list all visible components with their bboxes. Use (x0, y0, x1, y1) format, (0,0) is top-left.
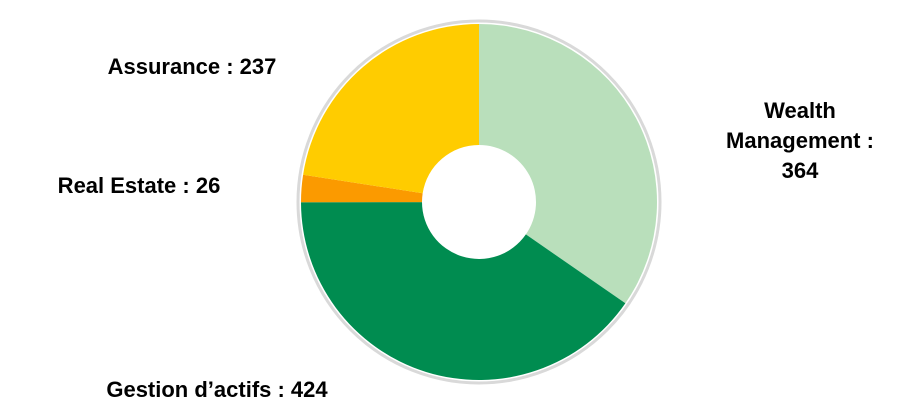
slice-label: Real Estate : 26 (57, 173, 221, 198)
donut-slice (479, 24, 657, 304)
slice-label: Gestion d’actifs : 424 (106, 377, 328, 402)
slice-label: Wealth Management : 364 (726, 98, 874, 183)
donut-slice (301, 174, 423, 203)
slice-label: Assurance : 237 (107, 54, 277, 79)
donut-slice (303, 24, 479, 194)
donut-slice (301, 202, 626, 380)
outer-ring (296, 19, 662, 385)
